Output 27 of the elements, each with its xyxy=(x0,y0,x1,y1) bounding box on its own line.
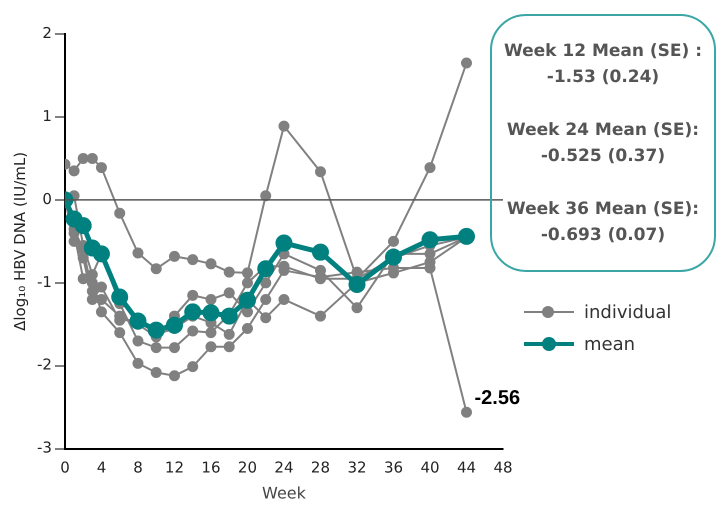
x-tick-label: 0 xyxy=(60,458,70,477)
y-axis-title: Δlog₁₀ HBV DNA (IU/mL) xyxy=(10,152,29,331)
text: Week 36 Mean (SE): -0.693 (0.07) xyxy=(506,198,700,248)
y-tick-label: 1 xyxy=(42,106,52,125)
y-tick-label: -2 xyxy=(36,356,52,374)
x-tick-label: 32 xyxy=(347,458,367,477)
x-tick-label: 4 xyxy=(96,458,106,477)
x-tick-label: 44 xyxy=(456,458,476,477)
x-tick-label: 16 xyxy=(201,458,221,477)
legend-label: individual xyxy=(584,302,672,322)
y-tick-label: 0 xyxy=(42,190,52,208)
text: Week 24 Mean (SE): -0.525 (0.37) xyxy=(506,118,700,168)
x-tick-label: 48 xyxy=(493,458,513,477)
x-axis-title: Week xyxy=(262,484,307,503)
x-tick-label: 20 xyxy=(238,458,258,477)
y-tick-label: 2 xyxy=(42,24,52,42)
x-tick-label: 28 xyxy=(310,458,330,477)
x-tick-label: 8 xyxy=(133,458,143,477)
x-tick-label: 40 xyxy=(420,458,440,477)
y-tick-label: -3 xyxy=(36,438,52,457)
x-tick-label: 12 xyxy=(164,458,184,477)
x-tick-label: 24 xyxy=(274,458,294,477)
x-tick-label: 36 xyxy=(384,458,404,477)
y-tick-label: -1 xyxy=(36,272,52,291)
annotation: -2.56 xyxy=(474,386,520,409)
text: Week 12 Mean (SE) : -1.53 (0.24) xyxy=(504,40,702,89)
legend-label: mean xyxy=(584,334,636,354)
